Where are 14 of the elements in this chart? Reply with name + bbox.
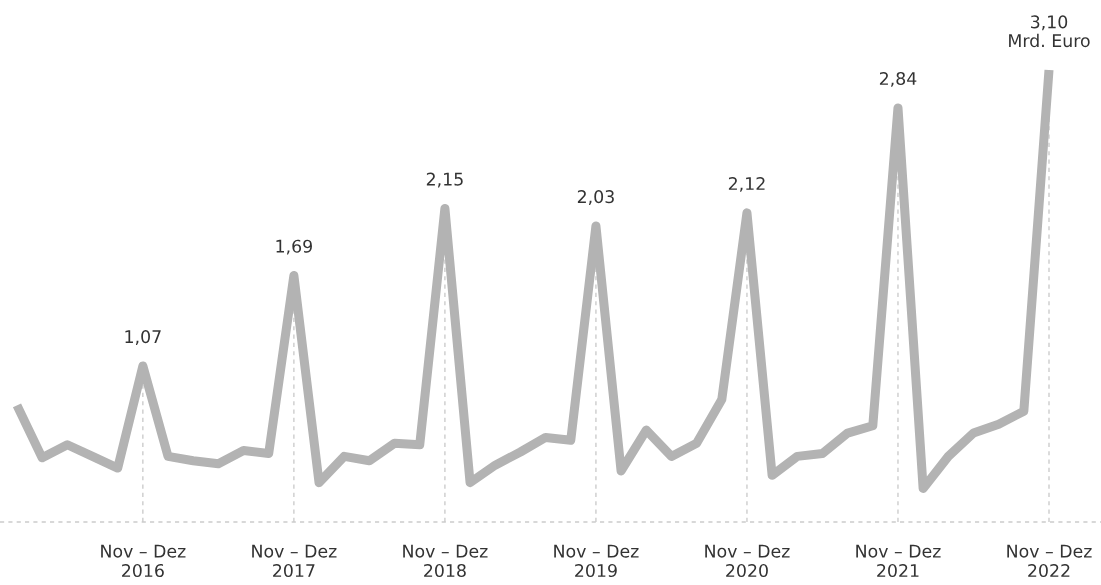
data-label: 2,15 bbox=[426, 172, 463, 188]
x-tick-label: Nov – Dez 2022 bbox=[1007, 544, 1092, 578]
x-tick-label: Nov – Dez 2017 bbox=[252, 544, 337, 578]
data-label: 3,10 Mrd. Euro bbox=[1009, 15, 1090, 48]
x-tick-label: Nov – Dez 2019 bbox=[554, 544, 639, 578]
data-label: 1,07 bbox=[125, 330, 161, 345]
data-label: 2,84 bbox=[879, 71, 917, 87]
data-label: 1,69 bbox=[276, 239, 312, 255]
x-tick-label: Nov – Dez 2016 bbox=[101, 544, 186, 578]
x-tick-label: Nov – Dez 2020 bbox=[705, 544, 790, 578]
data-label: 2,03 bbox=[577, 190, 614, 205]
x-tick-label: Nov – Dez 2018 bbox=[403, 544, 488, 578]
x-tick-label: Nov – Dez 2021 bbox=[856, 544, 941, 578]
data-label: 2,12 bbox=[728, 176, 765, 192]
